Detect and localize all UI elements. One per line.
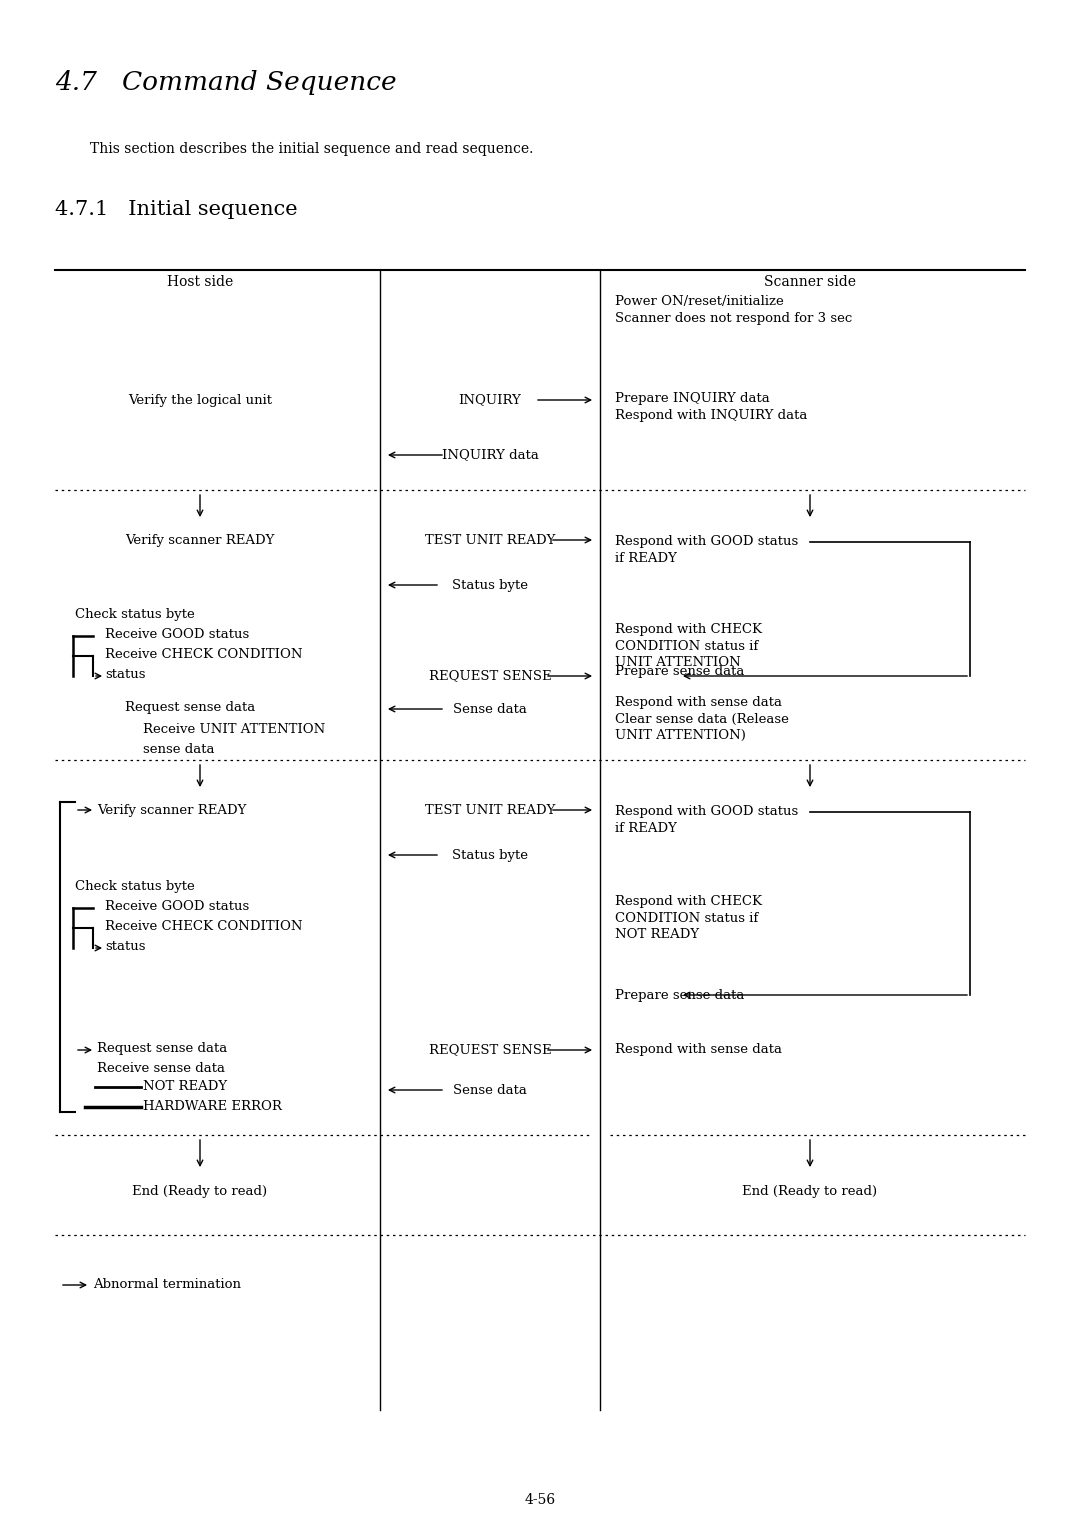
Text: End (Ready to read): End (Ready to read) [742,1186,878,1198]
Text: Status byte: Status byte [453,579,528,591]
Text: Prepare sense data: Prepare sense data [615,665,744,677]
Text: Receive GOOD status: Receive GOOD status [105,628,249,642]
Text: Respond with CHECK
CONDITION status if
NOT READY: Respond with CHECK CONDITION status if N… [615,895,762,941]
Text: Receive GOOD status: Receive GOOD status [105,900,249,914]
Text: 4.7.1   Initial sequence: 4.7.1 Initial sequence [55,200,298,219]
Text: Sense data: Sense data [454,1083,527,1097]
Text: Respond with sense data: Respond with sense data [615,1044,782,1056]
Text: Check status byte: Check status byte [75,880,194,892]
Text: Host side: Host side [167,275,233,289]
Text: Check status byte: Check status byte [75,608,194,620]
Text: 4-56: 4-56 [525,1493,555,1507]
Text: INQUIRY data: INQUIRY data [442,449,539,461]
Text: Request sense data: Request sense data [97,1042,227,1054]
Text: Receive CHECK CONDITION: Receive CHECK CONDITION [105,648,302,662]
Text: Receive sense data: Receive sense data [97,1062,225,1076]
Text: Verify scanner READY: Verify scanner READY [97,804,246,816]
Text: Verify scanner READY: Verify scanner READY [125,533,274,547]
Text: Sense data: Sense data [454,703,527,715]
Text: Prepare sense data: Prepare sense data [615,989,744,1001]
Text: Prepare INQUIRY data
Respond with INQUIRY data: Prepare INQUIRY data Respond with INQUIR… [615,393,808,422]
Text: This section describes the initial sequence and read sequence.: This section describes the initial seque… [90,142,534,156]
Text: status: status [105,940,146,953]
Text: Respond with sense data
Clear sense data (Release
UNIT ATTENTION): Respond with sense data Clear sense data… [615,695,788,743]
Text: INQUIRY: INQUIRY [459,394,522,406]
Text: Respond with CHECK
CONDITION status if
UNIT ATTENTION: Respond with CHECK CONDITION status if U… [615,623,762,669]
Text: Receive CHECK CONDITION: Receive CHECK CONDITION [105,920,302,934]
Text: NOT READY: NOT READY [143,1080,227,1094]
Text: TEST UNIT READY: TEST UNIT READY [424,533,555,547]
Text: TEST UNIT READY: TEST UNIT READY [424,804,555,816]
Text: REQUEST SENSE: REQUEST SENSE [429,669,551,683]
Text: 4.7   Command Sequence: 4.7 Command Sequence [55,70,396,95]
Text: Request sense data: Request sense data [125,701,255,714]
Text: REQUEST SENSE: REQUEST SENSE [429,1044,551,1056]
Text: Status byte: Status byte [453,848,528,862]
Text: Scanner side: Scanner side [764,275,856,289]
Text: Receive UNIT ATTENTION: Receive UNIT ATTENTION [143,723,325,736]
Text: sense data: sense data [143,743,215,756]
Text: Power ON/reset/initialize
Scanner does not respond for 3 sec: Power ON/reset/initialize Scanner does n… [615,295,852,324]
Text: End (Ready to read): End (Ready to read) [133,1186,268,1198]
Text: HARDWARE ERROR: HARDWARE ERROR [143,1100,282,1114]
Text: status: status [105,668,146,681]
Text: Respond with GOOD status
if READY: Respond with GOOD status if READY [615,805,798,834]
Text: Respond with GOOD status
if READY: Respond with GOOD status if READY [615,535,798,564]
Text: Verify the logical unit: Verify the logical unit [129,394,272,406]
Text: Abnormal termination: Abnormal termination [93,1279,241,1291]
